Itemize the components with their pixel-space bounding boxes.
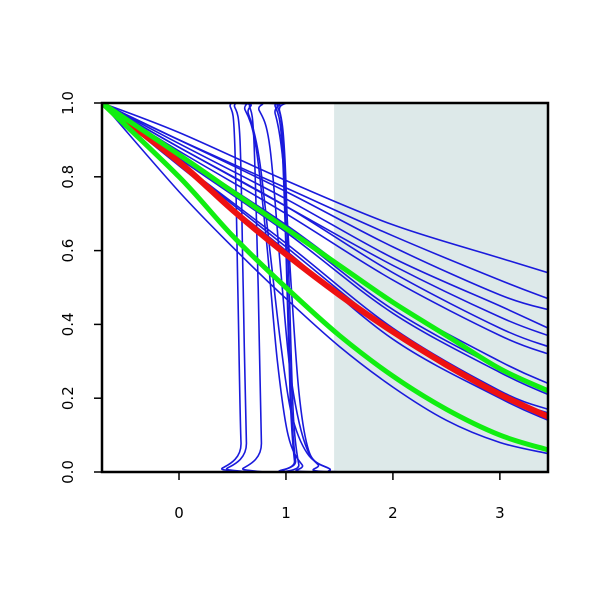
x-tick-label: 0 — [174, 504, 184, 522]
y-tick-label: 1.0 — [59, 91, 77, 115]
x-tick-label: 1 — [281, 504, 291, 522]
series-line-blue-6 — [102, 103, 548, 348]
y-axis: 0.0 0.2 0.4 0.6 0.8 1.0 — [59, 91, 102, 484]
y-tick-label: 0.2 — [59, 386, 77, 410]
y-tick-label: 0.8 — [59, 165, 77, 189]
series-line-red-25 — [102, 103, 548, 420]
series-line-green-26 — [102, 103, 548, 394]
series-line-green-27 — [102, 103, 548, 453]
x-tick-label: 3 — [495, 504, 505, 522]
plot-frame — [100, 101, 550, 474]
series-line-blue-7 — [102, 103, 548, 355]
y-tick-label: 0.6 — [59, 239, 77, 263]
series-line-blue-15 — [102, 103, 548, 472]
x-axis: 0 1 2 3 — [174, 472, 505, 522]
y-tick-label: 0.4 — [59, 312, 77, 336]
x-tick-label: 2 — [388, 504, 398, 522]
series-line-blue-3 — [102, 103, 548, 311]
series-line-blue-1 — [102, 103, 548, 274]
series-line-blue-4 — [102, 103, 548, 329]
series-line-blue-14 — [102, 103, 548, 455]
y-tick-label: 0.0 — [59, 460, 77, 484]
